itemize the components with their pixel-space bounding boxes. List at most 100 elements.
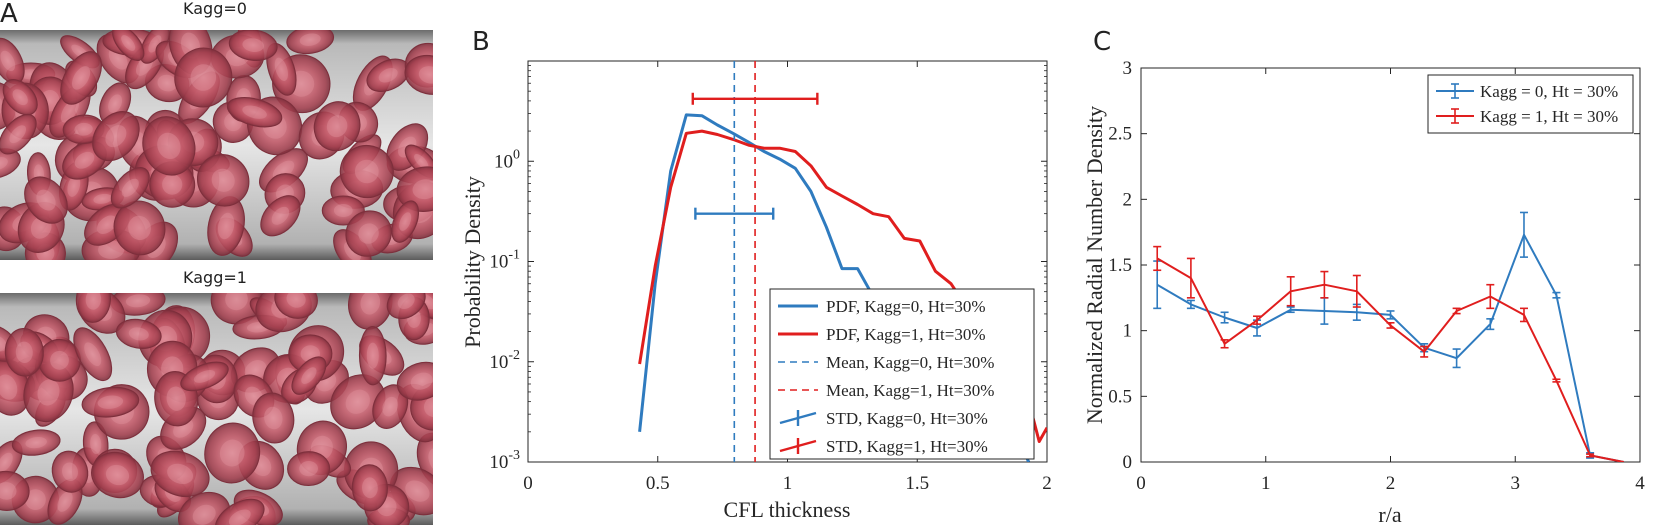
cell-body — [4, 327, 44, 377]
cell-dimple — [85, 293, 102, 310]
red-blood-cell — [174, 47, 233, 108]
plot-c-ticks: 0 1 2 3 4 0 0.5 1 1.5 2 2.5 3 — [1108, 58, 1645, 494]
legend-entry: PDF, Kagg=1, Ht=30% — [826, 325, 985, 344]
cell-body — [204, 422, 261, 484]
cell-body — [81, 386, 140, 418]
red-blood-cell — [215, 498, 265, 525]
red-blood-cell — [313, 101, 361, 152]
cell-body — [0, 113, 37, 155]
cell-dimple — [217, 212, 235, 240]
cell-body — [51, 450, 89, 493]
x-tick-label: 0 — [1136, 473, 1146, 494]
cell-body — [174, 47, 233, 108]
cell-dimple — [414, 154, 429, 169]
red-blood-cell — [287, 451, 331, 487]
red-blood-cell — [75, 293, 111, 323]
cell-dimple — [105, 464, 130, 486]
red-blood-cell — [178, 491, 231, 525]
y-tick-label: 1.5 — [1108, 255, 1132, 276]
cell-body — [386, 293, 426, 320]
red-blood-cell — [396, 361, 433, 401]
red-blood-cell — [92, 111, 140, 162]
red-blood-cell — [11, 429, 61, 456]
cell-body — [0, 148, 21, 180]
cell-dimple — [93, 193, 113, 204]
plot-c-legend-box — [1427, 74, 1634, 134]
red-blood-cell — [91, 451, 144, 499]
cell-body — [228, 30, 278, 61]
plot-c-ylabel: Normalized Radial Number Density — [1082, 106, 1107, 424]
cell-dimple — [67, 175, 81, 197]
cell-dimple — [361, 477, 378, 499]
red-blood-cell — [396, 166, 433, 212]
cell-body — [75, 293, 111, 323]
cell-dimple — [90, 434, 102, 454]
red-blood-cell — [351, 464, 388, 512]
cell-dimple — [378, 68, 398, 83]
red-blood-cell — [274, 293, 318, 319]
cell-body — [73, 327, 113, 382]
red-blood-cell — [286, 30, 335, 55]
cell-dimple — [211, 168, 235, 192]
cell-dimple — [0, 482, 17, 500]
cell-dimple — [326, 115, 348, 138]
red-blood-cell — [150, 450, 210, 498]
red-blood-cell — [0, 148, 21, 180]
cell-dimple — [193, 369, 216, 383]
cell-dimple — [0, 452, 13, 472]
y-tick-label: 100 — [494, 147, 520, 172]
cell-dimple — [57, 491, 73, 512]
red-blood-cell — [180, 361, 229, 392]
red-blood-cell — [204, 422, 261, 484]
red-blood-cell — [260, 195, 301, 237]
cell-body — [215, 498, 265, 525]
cell-dimple — [128, 215, 151, 241]
cell-body — [396, 166, 433, 212]
y-tick-exponent: -3 — [508, 448, 520, 463]
red-blood-cell — [339, 144, 394, 199]
cell-body — [91, 451, 144, 499]
cell-dimple — [271, 206, 290, 225]
red-blood-cell — [24, 176, 68, 224]
cell-dimple — [105, 125, 127, 148]
red-blood-cell — [266, 42, 297, 96]
red-blood-cell — [372, 384, 409, 429]
red-blood-cell — [47, 478, 83, 525]
cell-dimple — [97, 395, 124, 409]
cell-dimple — [157, 74, 177, 92]
cell-dimple — [333, 203, 353, 218]
cell-dimple — [9, 125, 27, 144]
red-blood-cell — [112, 30, 145, 61]
cell-dimple — [428, 448, 433, 473]
cell-dimple — [190, 64, 217, 91]
legend-entry: Mean, Kagg=1, Ht=30% — [826, 381, 994, 400]
cell-dimple — [412, 179, 433, 200]
panel-a: A Kagg=0 Kagg=1 — [0, 0, 433, 525]
cell-body — [404, 54, 433, 95]
cell-dimple — [50, 350, 69, 370]
cell-dimple — [299, 460, 318, 477]
red-blood-cell — [252, 392, 295, 444]
cell-dimple — [345, 389, 370, 414]
cell-dimple — [98, 240, 125, 259]
cell-dimple — [121, 178, 139, 197]
rbc-cells-kagg1 — [0, 293, 433, 525]
panel-a-top-title: Kagg=0 — [183, 0, 247, 18]
plot-b-xlabel: CFL thickness — [724, 497, 851, 522]
red-blood-cell — [81, 386, 140, 418]
vessel-kagg1 — [0, 293, 433, 525]
cell-body — [0, 470, 30, 511]
y-tick-base: 10 — [489, 452, 508, 473]
plot-b-legend: PDF, Kagg=0, Ht=30% PDF, Kagg=1, Ht=30% Me… — [769, 288, 1035, 460]
y-tick-base: 10 — [494, 151, 513, 172]
plot-b-ylabel: Probability Density — [460, 176, 485, 348]
legend-entry: Kagg = 0, Ht = 30% — [1480, 82, 1618, 101]
red-blood-cell — [358, 326, 387, 386]
legend-entry: PDF, Kagg=0, Ht=30% — [826, 297, 985, 316]
cell-body — [226, 96, 283, 128]
cell-body — [60, 51, 102, 105]
cell-body — [260, 195, 301, 237]
cell-body — [24, 176, 68, 224]
